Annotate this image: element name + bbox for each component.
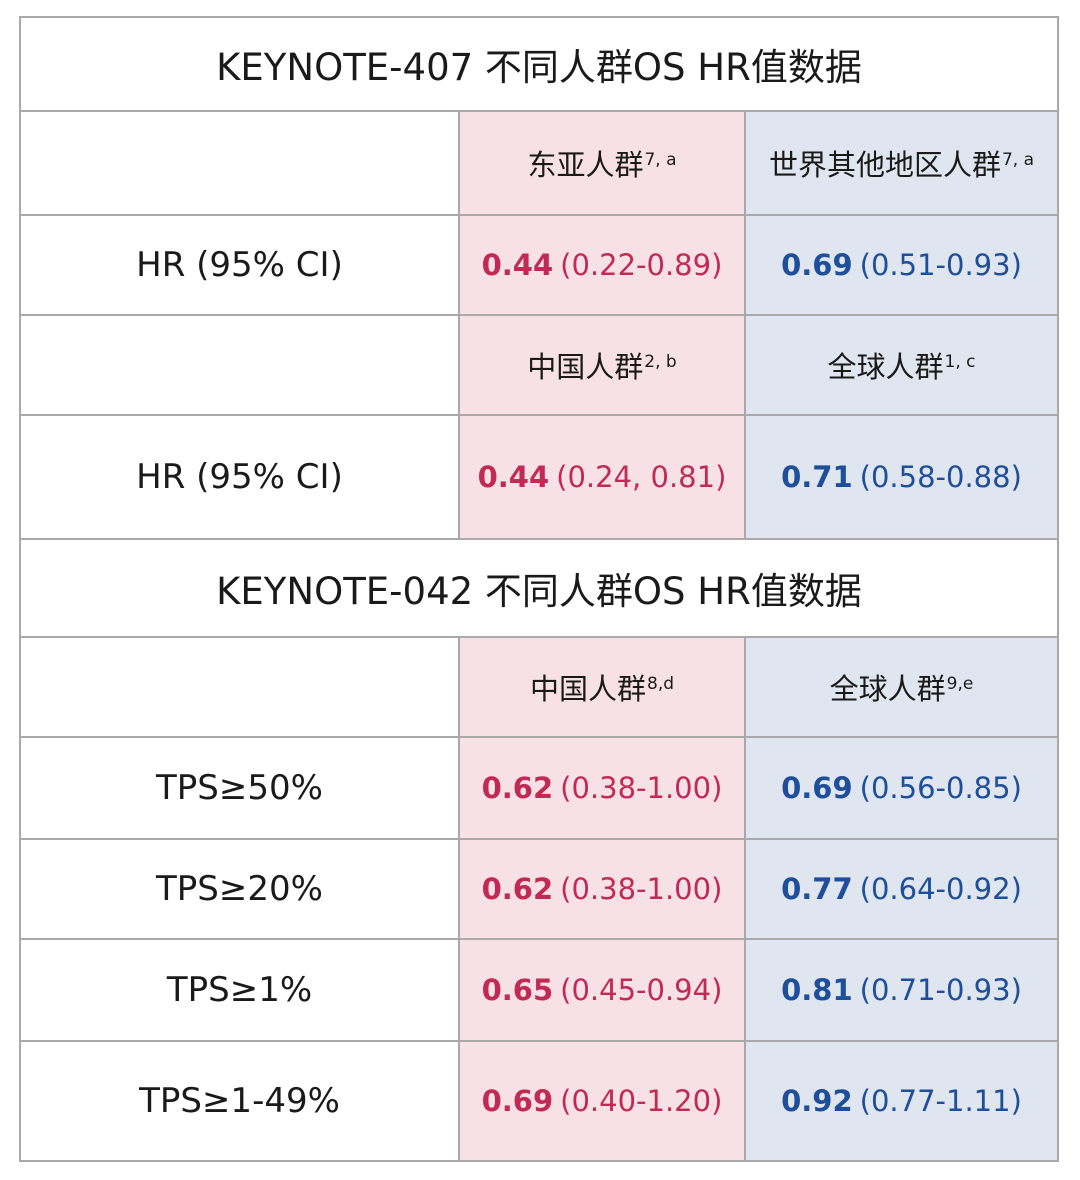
hr-point: 0.77 [781, 872, 853, 906]
value-cell-blue: 0.92 (0.77-1.11) [746, 1042, 1057, 1160]
footnote-marker: 8,d [647, 674, 675, 694]
hr-value: 0.71 (0.58-0.88) [781, 460, 1022, 494]
table-row: TPS≥1% 0.65 (0.45-0.94) 0.81 (0.71-0.93) [21, 938, 1057, 1040]
col-header-label: 中国人群 [529, 672, 646, 706]
col-header-text: 东亚人群7, a [527, 142, 676, 184]
hr-ci: (0.71-0.93) [859, 973, 1022, 1007]
hr-ci: (0.22-0.89) [560, 248, 723, 282]
hr-value: 0.62 (0.38-1.00) [482, 872, 723, 906]
hr-ci: (0.77-1.11) [859, 1084, 1022, 1118]
hr-point: 0.92 [781, 1084, 853, 1118]
col-header-label: 东亚人群 [527, 148, 644, 182]
footnote-marker: 1, c [944, 352, 976, 372]
hr-ci: (0.64-0.92) [859, 872, 1022, 906]
hr-value: 0.69 (0.51-0.93) [781, 248, 1022, 282]
empty-label-cell [21, 638, 458, 736]
hr-ci: (0.38-1.00) [560, 771, 723, 805]
value-cell-blue: 0.69 (0.56-0.85) [746, 738, 1057, 838]
col-header-label: 中国人群 [527, 350, 644, 384]
hr-point: 0.44 [481, 248, 554, 282]
col-header-text: 世界其他地区人群7, a [769, 142, 1034, 184]
hr-point: 0.62 [481, 771, 554, 805]
table-row: TPS≥50% 0.62 (0.38-1.00) 0.69 (0.56-0.85) [21, 736, 1057, 838]
value-cell-blue: 0.69 (0.51-0.93) [746, 216, 1057, 314]
col-header-china: 中国人群8,d [458, 638, 746, 736]
col-header-text: 全球人群1, c [828, 344, 976, 386]
value-cell-pink: 0.69 (0.40-1.20) [458, 1042, 746, 1160]
hr-value: 0.44 (0.22-0.89) [482, 248, 723, 282]
footnote-marker: 7, a [1001, 150, 1035, 170]
empty-label-cell [21, 112, 458, 214]
hr-value: 0.44 (0.24, 0.81) [478, 460, 727, 494]
hr-value: 0.92 (0.77-1.11) [781, 1084, 1022, 1118]
table-row: TPS≥20% 0.62 (0.38-1.00) 0.77 (0.64-0.92) [21, 838, 1057, 938]
value-cell-pink: 0.65 (0.45-0.94) [458, 940, 746, 1040]
hr-value: 0.65 (0.45-0.94) [482, 973, 723, 1007]
hr-point: 0.44 [477, 460, 550, 494]
row-label: HR (95% CI) [21, 216, 458, 314]
value-cell-blue: 0.71 (0.58-0.88) [746, 416, 1057, 538]
hr-point: 0.69 [481, 1084, 554, 1118]
col-header-label: 全球人群 [829, 672, 946, 706]
data-row-407-a: HR (95% CI) 0.44 (0.22-0.89) 0.69 (0.51-0.… [21, 214, 1057, 314]
hr-ci: (0.38-1.00) [560, 872, 723, 906]
col-header-text: 中国人群8,d [530, 666, 674, 708]
header-row-042: 中国人群8,d 全球人群9,e [21, 636, 1057, 736]
row-label: HR (95% CI) [21, 416, 458, 538]
title-row-407: KEYNOTE-407 不同人群OS HR值数据 [21, 18, 1057, 110]
footnote-marker: 2, b [644, 352, 677, 372]
hr-ci: (0.24, 0.81) [556, 460, 727, 494]
col-header-china: 中国人群2, b [458, 316, 746, 414]
col-header-global: 全球人群9,e [746, 638, 1057, 736]
row-label: TPS≥20% [21, 840, 458, 938]
row-label: TPS≥1% [21, 940, 458, 1040]
row-label: TPS≥50% [21, 738, 458, 838]
hr-point: 0.71 [781, 460, 853, 494]
col-header-label: 全球人群 [827, 350, 944, 384]
value-cell-blue: 0.77 (0.64-0.92) [746, 840, 1057, 938]
hr-ci: (0.40-1.20) [560, 1084, 723, 1118]
hr-ci: (0.56-0.85) [859, 771, 1022, 805]
hr-table: KEYNOTE-407 不同人群OS HR值数据 东亚人群7, a 世界其他地区… [19, 16, 1059, 1162]
col-header-global: 全球人群1, c [746, 316, 1057, 414]
empty-label-cell [21, 316, 458, 414]
hr-value: 0.77 (0.64-0.92) [781, 872, 1022, 906]
data-row-407-b: HR (95% CI) 0.44 (0.24, 0.81) 0.71 (0.58-0… [21, 414, 1057, 538]
footnote-marker: 7, a [644, 150, 677, 170]
hr-point: 0.69 [781, 248, 853, 282]
section-title-407: KEYNOTE-407 不同人群OS HR值数据 [216, 46, 862, 89]
col-header-text: 中国人群2, b [527, 344, 676, 386]
header-row-407-a: 东亚人群7, a 世界其他地区人群7, a [21, 110, 1057, 214]
table-row: TPS≥1-49% 0.69 (0.40-1.20) 0.92 (0.77-1.11… [21, 1040, 1057, 1160]
hr-point: 0.69 [781, 771, 853, 805]
hr-value: 0.69 (0.40-1.20) [482, 1084, 723, 1118]
hr-value: 0.81 (0.71-0.93) [781, 973, 1022, 1007]
value-cell-pink: 0.62 (0.38-1.00) [458, 840, 746, 938]
hr-ci: (0.51-0.93) [859, 248, 1022, 282]
hr-point: 0.65 [481, 973, 554, 1007]
value-cell-pink: 0.62 (0.38-1.00) [458, 738, 746, 838]
col-header-rest-of-world: 世界其他地区人群7, a [746, 112, 1057, 214]
hr-value: 0.69 (0.56-0.85) [781, 771, 1022, 805]
section-title-042: KEYNOTE-042 不同人群OS HR值数据 [216, 570, 862, 613]
hr-ci: (0.45-0.94) [560, 973, 723, 1007]
value-cell-pink: 0.44 (0.22-0.89) [458, 216, 746, 314]
col-header-label: 世界其他地区人群 [768, 148, 1001, 182]
col-header-east-asia: 东亚人群7, a [458, 112, 746, 214]
col-header-text: 全球人群9,e [830, 666, 974, 708]
header-row-407-b: 中国人群2, b 全球人群1, c [21, 314, 1057, 414]
hr-value: 0.62 (0.38-1.00) [482, 771, 723, 805]
footnote-marker: 9,e [946, 674, 974, 694]
value-cell-blue: 0.81 (0.71-0.93) [746, 940, 1057, 1040]
title-row-042: KEYNOTE-042 不同人群OS HR值数据 [21, 538, 1057, 636]
hr-point: 0.81 [781, 973, 853, 1007]
value-cell-pink: 0.44 (0.24, 0.81) [458, 416, 746, 538]
hr-ci: (0.58-0.88) [859, 460, 1022, 494]
hr-point: 0.62 [481, 872, 554, 906]
row-label: TPS≥1-49% [21, 1042, 458, 1160]
